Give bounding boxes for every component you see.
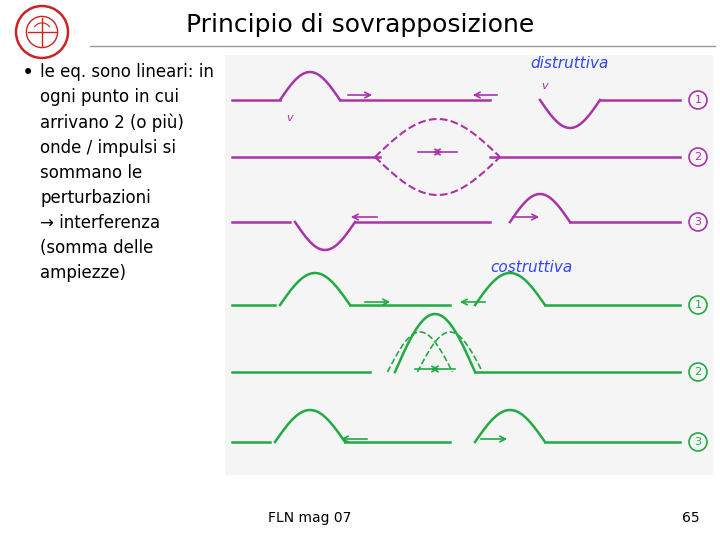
Text: 1: 1: [695, 300, 701, 310]
Text: le eq. sono lineari: in
ogni punto in cui
arrivano 2 (o più)
onde / impulsi si
s: le eq. sono lineari: in ogni punto in cu…: [40, 63, 214, 282]
Text: 1: 1: [695, 95, 701, 105]
Text: 2: 2: [694, 152, 701, 162]
Text: costruttiva: costruttiva: [490, 260, 572, 275]
Text: Principio di sovrapposizione: Principio di sovrapposizione: [186, 13, 534, 37]
Text: FLN mag 07: FLN mag 07: [269, 511, 351, 525]
Text: v: v: [541, 81, 549, 91]
FancyBboxPatch shape: [225, 55, 713, 475]
Text: 3: 3: [695, 217, 701, 227]
Text: 2: 2: [694, 367, 701, 377]
Text: 3: 3: [695, 437, 701, 447]
Text: distruttiva: distruttiva: [530, 56, 608, 71]
Text: •: •: [22, 63, 35, 83]
Text: 65: 65: [683, 511, 700, 525]
Text: v: v: [287, 113, 293, 123]
